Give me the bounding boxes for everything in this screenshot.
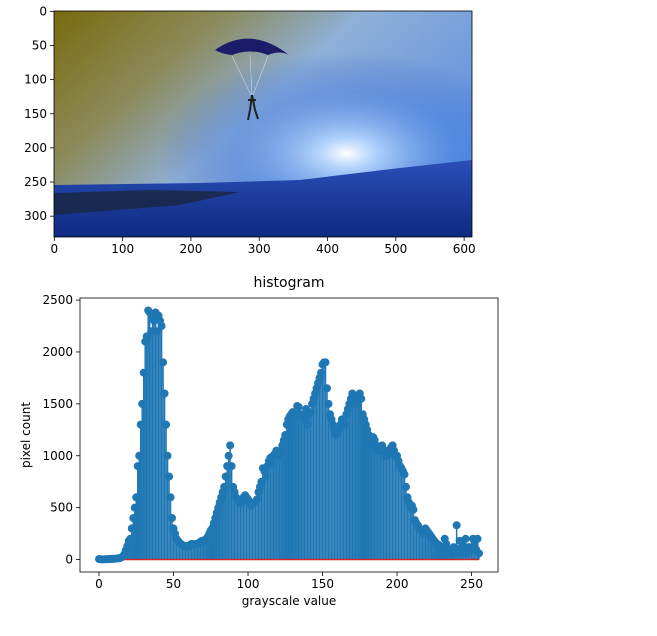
stem-marker [150,316,159,325]
x-tick-label: 150 [311,577,334,591]
y-tick-label: 250 [24,175,47,189]
stem-marker [160,389,169,398]
y-tick-label: 2500 [42,293,73,307]
y-tick-label: 200 [24,141,47,155]
x-tick-label: 0 [95,577,103,591]
stem-marker [139,368,148,377]
stem-marker [352,399,361,408]
photo-lines [231,54,269,96]
stem-marker [227,462,236,471]
y-tick-label: 500 [50,501,73,515]
x-tick-label: 50 [166,577,181,591]
stem-marker [166,493,175,502]
stem-marker [130,503,139,512]
stem-marker [357,394,366,403]
stem-marker [138,399,147,408]
photo-ground [54,160,472,237]
stem-marker [324,399,333,408]
stem-marker [323,384,331,393]
x-tick-label: 400 [316,242,339,256]
chart-title: histogram [254,275,325,291]
photo-person [247,94,259,121]
stem-marker [306,408,315,417]
photo-parachute [215,38,289,55]
y-tick-label: 1000 [42,449,73,463]
x-tick-label: 200 [386,577,409,591]
stem-marker [401,482,410,491]
photo-shore [54,190,240,215]
stem-marker [257,477,266,486]
stem-marker [135,451,144,460]
x-tick-label: 600 [453,242,476,256]
x-tick-label: 100 [237,577,260,591]
stem-marker [132,493,141,502]
y-tick-label: 150 [24,107,47,121]
stem-marker [162,420,171,429]
x-tick-label: 500 [384,242,407,256]
stem-marker [133,462,142,471]
y-axis-label: pixel count [19,402,33,468]
stem-marker [400,470,409,479]
stem-marker [303,420,312,429]
y-tick-label: 50 [32,38,47,52]
y-tick-label: 0 [39,4,47,18]
stem-marker [321,358,330,367]
stem-marker [452,521,461,530]
y-tick-label: 1500 [42,397,73,411]
photo [53,10,473,238]
stem-marker [261,472,270,481]
image-frame [53,10,473,238]
y-tick-label: 300 [24,209,47,223]
stem-marker [220,482,229,491]
stem-marker [221,472,230,481]
stem-marker [136,420,145,429]
x-tick-label: 0 [51,242,59,256]
stem-marker [127,524,136,533]
stem-marker [147,327,156,336]
x-tick-label: 250 [460,577,483,591]
x-tick-label: 300 [248,242,271,256]
x-tick-label: 100 [111,242,134,256]
stem-marker [224,451,233,460]
stem-marker [168,514,177,523]
y-tick-label: 100 [24,73,47,87]
stem-marker [129,514,138,523]
stem-marker [267,460,276,469]
stem-marker [409,505,418,514]
axes-frame [79,297,499,573]
stem-marker [461,534,470,543]
y-tick-label: 2000 [42,345,73,359]
stem-marker [165,472,174,481]
stem-marker [153,327,162,336]
stem-marker [281,431,290,439]
stem-marker [142,332,151,341]
x-tick-label: 200 [179,242,202,256]
stem-marker [163,451,172,460]
stem-marker [126,534,135,543]
stem-marker [159,358,168,367]
stem-marker [475,549,483,558]
x-axis-label: grayscale value [242,594,337,608]
stem-marker [317,368,326,377]
stem-marker [252,495,261,504]
stem-marker [473,534,482,543]
y-tick-label: 0 [65,553,73,567]
stem-marker [157,322,166,331]
stem-marker [340,420,349,429]
stem-marker [226,441,235,450]
stem-marker [294,402,303,411]
